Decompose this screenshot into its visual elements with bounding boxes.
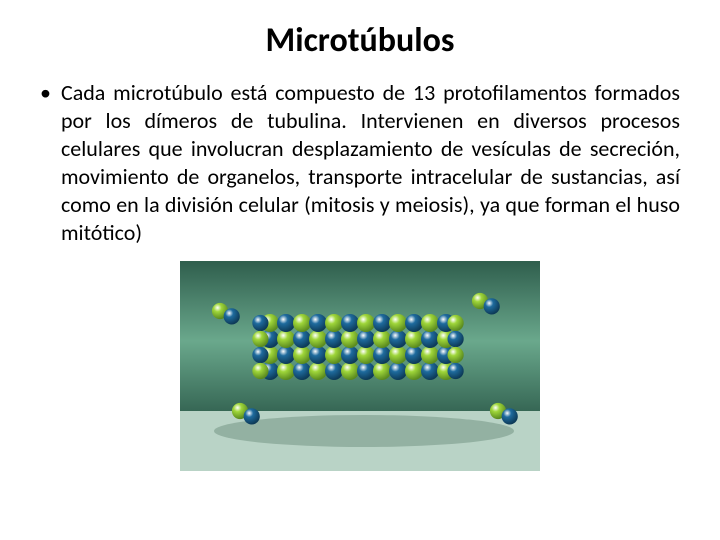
illustration-container <box>40 261 680 471</box>
page-title: Microtúbulos <box>40 20 680 61</box>
body-paragraph: Cada microtúbulo está compuesto de 13 pr… <box>61 79 680 247</box>
bullet-glyph: • <box>40 79 51 107</box>
bullet-item: • Cada microtúbulo está compuesto de 13 … <box>40 79 680 247</box>
microtubule-illustration <box>180 261 540 471</box>
